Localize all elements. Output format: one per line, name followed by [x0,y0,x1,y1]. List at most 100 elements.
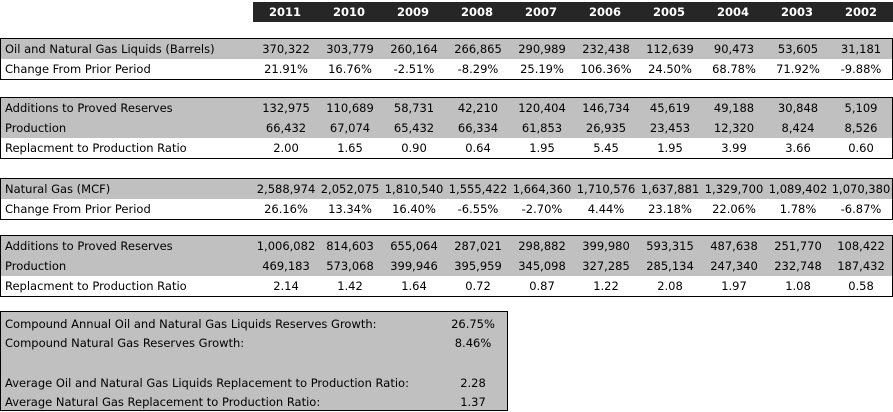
value-cell: 298,882 [518,239,566,253]
value-cell: 285,134 [646,259,694,273]
value-cell: 22.06% [712,202,756,216]
summary-label: Average Oil and Natural Gas Liquids Repl… [5,376,409,390]
gas-change-row: Change From Prior Period 26.16% 13.34% 1… [0,199,893,220]
row-label: Additions to Proved Reserves [5,101,173,115]
value-cell: 42,210 [457,101,499,115]
value-cell: 112,639 [646,42,694,56]
year-header: 2005 [652,5,685,19]
row-label: Change From Prior Period [5,62,151,76]
row-label: Additions to Proved Reserves [5,239,173,253]
row-label: Production [5,259,67,273]
value-cell: 290,989 [518,42,566,56]
gas-total-row: Natural Gas (MCF) 2,588,974 2,052,075 1,… [0,178,893,199]
value-cell: 3.66 [785,141,811,155]
value-cell: 655,064 [390,239,438,253]
year-header: 2008 [460,5,493,19]
value-cell: 266,865 [454,42,502,56]
oil-additions-row: Additions to Proved Reserves 132,975 110… [0,97,893,119]
oil-ratio-row: Replacment to Production Ratio 2.00 1.65… [0,138,893,159]
value-cell: 4.44% [587,202,625,216]
summary-label: Average Natural Gas Replacement to Produ… [5,395,321,409]
value-cell: 1,664,360 [512,182,572,196]
value-cell: 66,432 [265,121,307,135]
value-cell: 395,959 [454,259,502,273]
value-cell: 108,422 [837,239,885,253]
summary-label: Compound Annual Oil and Natural Gas Liqu… [5,317,377,331]
value-cell: 0.72 [465,279,491,293]
value-cell: -9.88% [840,62,882,76]
value-cell: -2.51% [393,62,435,76]
value-cell: 1,637,881 [640,182,700,196]
summary-label: Compound Natural Gas Reserves Growth: [5,336,245,350]
value-cell: 12,320 [713,121,755,135]
value-cell: 8,526 [844,121,878,135]
value-cell: 31,181 [840,42,882,56]
oil-change-row: Change From Prior Period 21.91% 16.76% -… [0,59,893,80]
row-label: Replacment to Production Ratio [5,141,187,155]
value-cell: 106.36% [580,62,632,76]
value-cell: 593,315 [646,239,694,253]
value-cell: 16.76% [328,62,372,76]
value-cell: 65,432 [393,121,435,135]
value-cell: 2.00 [273,141,299,155]
value-cell: 5.45 [593,141,619,155]
gas-additions-row: Additions to Proved Reserves 1,006,082 8… [0,235,893,256]
value-cell: 2,588,974 [256,182,316,196]
year-header: 2010 [332,5,365,19]
value-cell: 110,689 [326,101,374,115]
value-cell: 3.99 [721,141,747,155]
value-cell: 0.87 [529,279,555,293]
summary-value: 2.28 [460,376,486,390]
value-cell: 68.78% [712,62,756,76]
value-cell: 23,453 [649,121,691,135]
year-header: 2003 [780,5,813,19]
row-label: Production [5,121,67,135]
summary-oil-ratio-row: Average Oil and Natural Gas Liquids Repl… [1,374,507,392]
value-cell: -6.55% [457,202,499,216]
value-cell: 146,734 [582,101,630,115]
year-header: 2007 [524,5,557,19]
value-cell: -8.29% [457,62,499,76]
value-cell: 1.95 [657,141,683,155]
value-cell: 90,473 [713,42,755,56]
row-label: Replacment to Production Ratio [5,279,187,293]
value-cell: 2.14 [273,279,299,293]
year-header-row: 2011 2010 2009 2008 2007 2006 2005 2004 … [253,2,893,22]
value-cell: 399,980 [582,239,630,253]
oil-production-row: Production 66,432 67,074 65,432 66,334 6… [0,118,893,138]
value-cell: 71.92% [776,62,820,76]
value-cell: 1,006,082 [256,239,316,253]
year-header: 2004 [716,5,749,19]
value-cell: 260,164 [390,42,438,56]
value-cell: 24.50% [648,62,692,76]
summary-value: 8.46% [454,336,492,350]
value-cell: 30,848 [777,101,819,115]
year-header: 2002 [844,5,877,19]
value-cell: 1.65 [337,141,363,155]
value-cell: 1,329,700 [704,182,764,196]
value-cell: 45,619 [649,101,691,115]
year-header: 2009 [396,5,429,19]
value-cell: 5,109 [844,101,878,115]
value-cell: 21.91% [264,62,308,76]
summary-value: 26.75% [451,317,495,331]
summary-oil-growth-row: Compound Annual Oil and Natural Gas Liqu… [1,315,507,333]
value-cell: 1,555,422 [448,182,508,196]
gas-ratio-row: Replacment to Production Ratio 2.14 1.42… [0,276,893,297]
value-cell: 303,779 [326,42,374,56]
year-header: 2006 [588,5,621,19]
value-cell: 469,183 [262,259,310,273]
value-cell: 327,285 [582,259,630,273]
value-cell: 0.64 [465,141,491,155]
summary-gas-growth-row: Compound Natural Gas Reserves Growth: 8.… [1,334,507,352]
summary-value: 1.37 [460,395,486,409]
row-label: Change From Prior Period [5,202,151,216]
value-cell: 251,770 [774,239,822,253]
value-cell: 66,334 [457,121,499,135]
value-cell: 187,432 [837,259,885,273]
value-cell: 26,935 [585,121,627,135]
value-cell: 58,731 [393,101,435,115]
value-cell: 23.18% [648,202,692,216]
value-cell: 26.16% [264,202,308,216]
value-cell: 487,638 [710,239,758,253]
